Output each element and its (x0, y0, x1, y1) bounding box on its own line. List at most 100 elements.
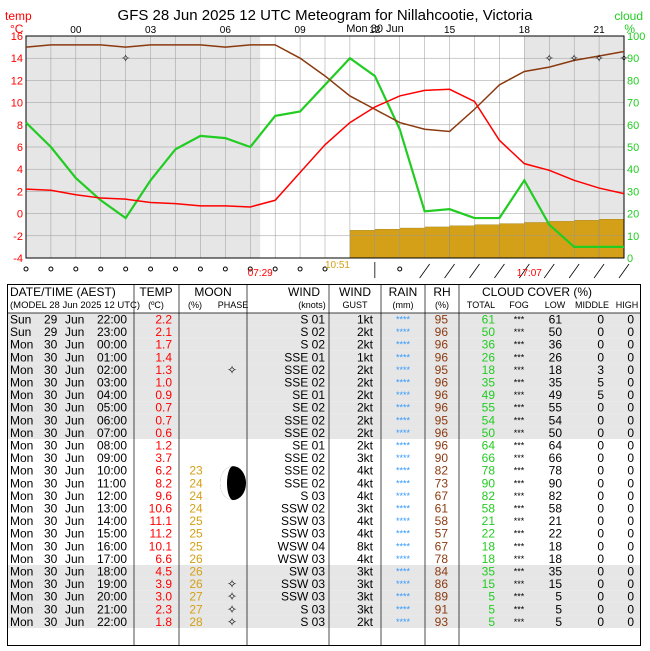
cell-date: 30 (44, 350, 58, 364)
moon-crescent-icon (220, 466, 233, 501)
cell-rain: **** (396, 390, 411, 400)
star-icon: ✧ (227, 577, 237, 591)
star-icon: ✧ (227, 590, 237, 604)
cell-date: 30 (44, 615, 58, 629)
cell-fog: *** (514, 441, 525, 451)
wind-barb-icon (419, 263, 430, 279)
cell-rh: 91 (435, 602, 449, 616)
cell-month: Jun (65, 313, 84, 327)
cell-date: 30 (44, 439, 58, 453)
x-tick-label: 06 (220, 25, 232, 36)
cell-date: 30 (44, 590, 58, 604)
forecast-table: DATE/TIME (AEST) (MODEL 28 Jun 2025 12 UT… (7, 284, 641, 646)
cell-month: Jun (65, 489, 84, 503)
cell-cloud-middle: 3 (597, 363, 604, 377)
cell-month: Jun (65, 602, 84, 616)
cell-wind: S 03 (300, 489, 325, 503)
left-tick-label: -2 (13, 231, 23, 243)
cell-cloud-middle: 0 (597, 577, 604, 591)
wind-barb-icon (519, 263, 530, 279)
cell-rain: **** (396, 365, 411, 375)
cell-wind: SSE 02 (284, 376, 325, 390)
cell-cloud-low: 21 (549, 514, 563, 528)
cell-cloud-total: 66 (482, 451, 496, 465)
cell-wind: SSE 01 (284, 350, 325, 364)
cell-fog: *** (514, 428, 525, 438)
cell-cloud-middle: 0 (597, 502, 604, 516)
cell-cloud-high: 0 (627, 439, 634, 453)
cell-wind: SSW 03 (281, 514, 325, 528)
cell-cloud-low: 5 (555, 615, 562, 629)
cell-rh: 95 (435, 313, 449, 327)
cell-rh: 84 (435, 565, 449, 579)
header-cloud: CLOUD COVER (%) (482, 285, 592, 299)
cell-wind: SW 03 (289, 565, 325, 579)
cell-month: Jun (65, 590, 84, 604)
cell-cloud-high: 0 (627, 350, 634, 364)
cell-cloud-total: 50 (482, 426, 496, 440)
cell-cloud-total: 49 (482, 388, 496, 402)
cell-day: Mon (10, 539, 33, 553)
cell-cloud-high: 0 (627, 401, 634, 415)
cell-gust: 2kt (357, 413, 374, 427)
cell-gust: 2kt (357, 363, 374, 377)
cell-month: Jun (65, 350, 84, 364)
cell-moon-pct: 24 (189, 476, 203, 490)
cell-cloud-high: 0 (627, 413, 634, 427)
cell-gust: 4kt (357, 489, 374, 503)
cell-cloud-high: 0 (627, 527, 634, 541)
cell-rain: **** (396, 504, 411, 514)
cell-fog: *** (514, 491, 525, 501)
cell-day: Mon (10, 476, 33, 490)
cell-cloud-total: 21 (482, 514, 496, 528)
cell-date: 30 (44, 451, 58, 465)
rain-bar (449, 225, 475, 259)
header-wind: WIND (288, 285, 320, 299)
sky-clear-icon (73, 266, 79, 272)
cell-cloud-low: 49 (549, 388, 563, 402)
cell-cloud-middle: 0 (597, 413, 604, 427)
x-tick-label: 00 (70, 25, 82, 36)
cell-fog: *** (514, 415, 525, 425)
cell-cloud-total: 61 (482, 313, 496, 327)
right-tick-label: 100 (627, 31, 645, 43)
cell-time: 04:00 (97, 388, 127, 402)
cell-month: Jun (65, 325, 84, 339)
cell-temp: 10.6 (149, 502, 173, 516)
header-wind-unit: (knots) (298, 300, 326, 310)
left-tick-label: -4 (13, 253, 23, 265)
cell-wind: SSE 02 (284, 426, 325, 440)
cell-gust: 4kt (357, 514, 374, 528)
cell-temp: 3.9 (155, 577, 172, 591)
cell-month: Jun (65, 439, 84, 453)
cell-cloud-total: 5 (488, 602, 495, 616)
cell-cloud-low: 82 (549, 489, 563, 503)
cell-month: Jun (65, 413, 84, 427)
star-icon: ✧ (570, 53, 579, 65)
header-gust: GUST (342, 300, 368, 310)
cell-cloud-low: 18 (549, 539, 563, 553)
cell-rain: **** (396, 315, 411, 325)
cell-month: Jun (65, 464, 84, 478)
cell-cloud-total: 18 (482, 539, 496, 553)
left-tick-label: 14 (11, 53, 23, 65)
cell-cloud-low: 26 (549, 350, 563, 364)
cell-date: 30 (44, 464, 58, 478)
cell-time: 21:00 (97, 602, 127, 616)
cell-cloud-total: 78 (482, 464, 496, 478)
row-shade (8, 565, 640, 578)
cell-cloud-total: 35 (482, 376, 496, 390)
cell-rh: 96 (435, 338, 449, 352)
cell-moon-pct: 26 (189, 552, 203, 566)
cell-rh: 73 (435, 476, 449, 490)
cell-month: Jun (65, 338, 84, 352)
left-tick-label: 0 (17, 209, 23, 221)
cell-month: Jun (65, 363, 84, 377)
cell-time: 16:00 (97, 539, 127, 553)
cell-time: 07:00 (97, 426, 127, 440)
cell-month: Jun (65, 401, 84, 415)
cell-cloud-middle: 0 (597, 489, 604, 503)
wind-barb-icon (543, 263, 555, 279)
cloud-line (25, 56, 624, 248)
cell-fog: *** (514, 327, 525, 337)
